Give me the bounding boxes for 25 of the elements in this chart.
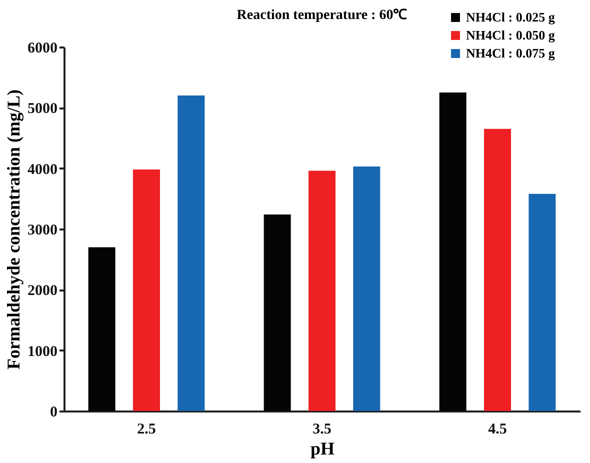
y-tick-label: 3000 [28, 222, 58, 238]
bar [528, 194, 556, 411]
bar [132, 170, 160, 411]
legend-label: NH4Cl : 0.025 g [466, 10, 556, 24]
legend-label: NH4Cl : 0.075 g [466, 46, 556, 60]
bar [264, 214, 291, 411]
bar [178, 96, 205, 411]
x-tick-label: 4.5 [488, 422, 507, 438]
bar [308, 170, 336, 411]
bar [439, 92, 466, 411]
legend-label: NH4Cl : 0.050 g [466, 28, 556, 42]
x-tick-label: 2.5 [137, 422, 156, 438]
y-tick-label: 0 [50, 404, 58, 420]
y-tick-label: 5000 [28, 101, 58, 118]
chart-title: Reaction temperature : 60℃ [236, 8, 408, 23]
x-axis-title: pH [310, 438, 335, 458]
bar [88, 247, 116, 411]
y-tick-label: 1000 [28, 344, 58, 360]
y-axis-title: Formaldehyde concentration (mg/L) [4, 90, 24, 370]
x-tick-label: 3.5 [312, 422, 332, 438]
y-tick-label: 4000 [28, 162, 58, 178]
bar [484, 128, 512, 411]
bar [353, 166, 380, 411]
y-tick-label: 2000 [28, 283, 58, 300]
y-tick-label: 6000 [28, 40, 58, 56]
